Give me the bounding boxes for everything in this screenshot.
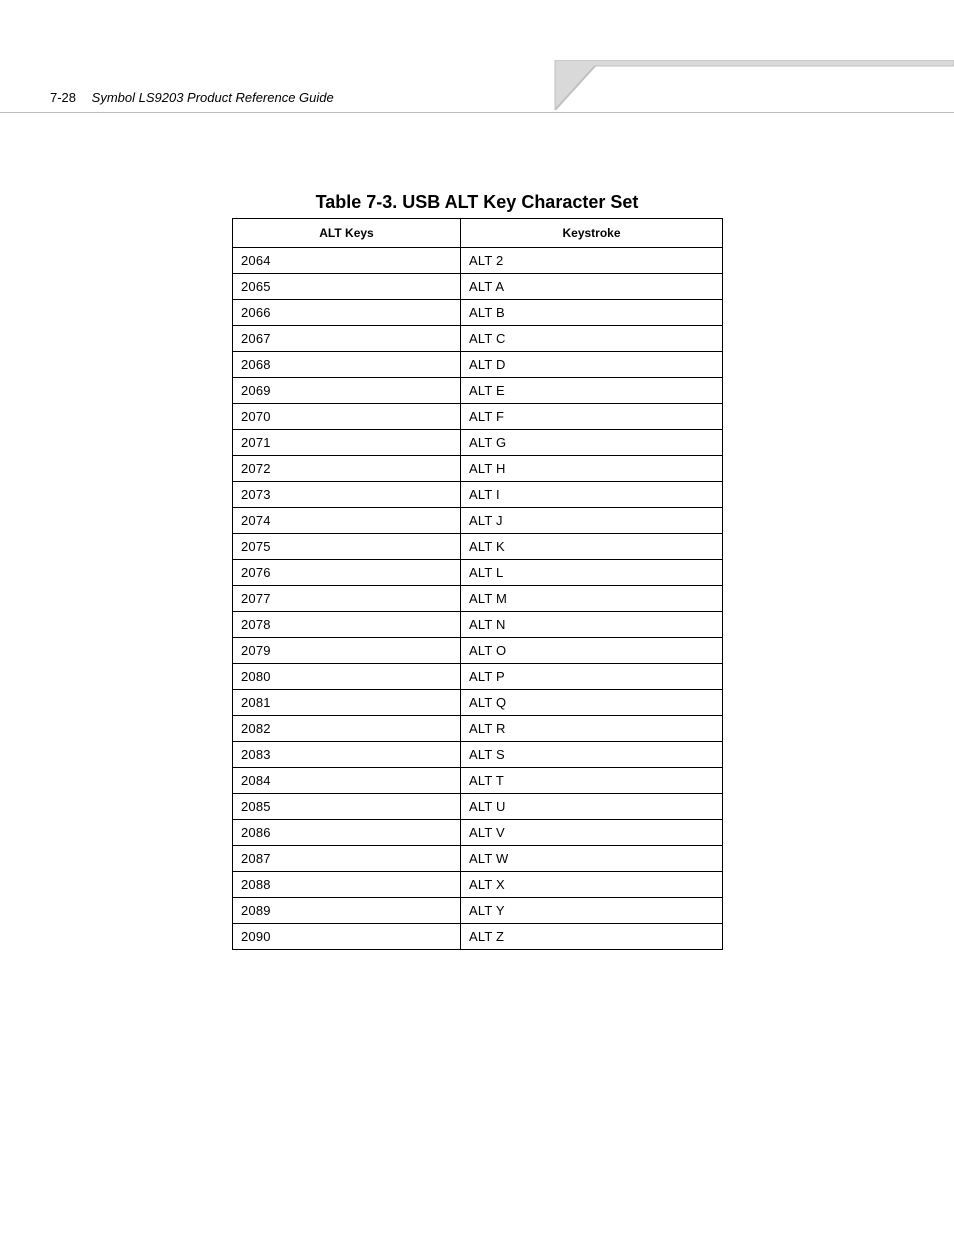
table-row: 2076ALT L <box>233 560 723 586</box>
alt-key-table: ALT Keys Keystroke 2064ALT 22065ALT A206… <box>232 218 723 950</box>
cell-keystroke: ALT K <box>461 534 723 560</box>
cell-altkey: 2065 <box>233 274 461 300</box>
table-row: 2084ALT T <box>233 768 723 794</box>
cell-altkey: 2064 <box>233 248 461 274</box>
table-row: 2073ALT I <box>233 482 723 508</box>
table-row: 2081ALT Q <box>233 690 723 716</box>
table-row: 2077ALT M <box>233 586 723 612</box>
table-row: 2072ALT H <box>233 456 723 482</box>
table-row: 2090ALT Z <box>233 924 723 950</box>
cell-altkey: 2068 <box>233 352 461 378</box>
table-row: 2064ALT 2 <box>233 248 723 274</box>
cell-keystroke: ALT V <box>461 820 723 846</box>
table-row: 2087ALT W <box>233 846 723 872</box>
table-row: 2071ALT G <box>233 430 723 456</box>
table-row: 2065ALT A <box>233 274 723 300</box>
cell-altkey: 2066 <box>233 300 461 326</box>
table-caption: Table 7-3. USB ALT Key Character Set <box>0 192 954 213</box>
table-row: 2075ALT K <box>233 534 723 560</box>
col-header-altkeys: ALT Keys <box>233 219 461 248</box>
cell-altkey: 2073 <box>233 482 461 508</box>
cell-altkey: 2071 <box>233 430 461 456</box>
cell-keystroke: ALT S <box>461 742 723 768</box>
cell-keystroke: ALT L <box>461 560 723 586</box>
cell-keystroke: ALT A <box>461 274 723 300</box>
cell-keystroke: ALT T <box>461 768 723 794</box>
cell-altkey: 2079 <box>233 638 461 664</box>
cell-altkey: 2086 <box>233 820 461 846</box>
cell-keystroke: ALT I <box>461 482 723 508</box>
cell-altkey: 2085 <box>233 794 461 820</box>
table-row: 2078ALT N <box>233 612 723 638</box>
cell-keystroke: ALT O <box>461 638 723 664</box>
cell-altkey: 2088 <box>233 872 461 898</box>
table-row: 2074ALT J <box>233 508 723 534</box>
cell-altkey: 2077 <box>233 586 461 612</box>
table-row: 2068ALT D <box>233 352 723 378</box>
cell-altkey: 2075 <box>233 534 461 560</box>
cell-altkey: 2082 <box>233 716 461 742</box>
col-header-keystroke: Keystroke <box>461 219 723 248</box>
cell-keystroke: ALT N <box>461 612 723 638</box>
doc-title: Symbol LS9203 Product Reference Guide <box>92 90 334 105</box>
cell-altkey: 2078 <box>233 612 461 638</box>
cell-keystroke: ALT U <box>461 794 723 820</box>
table-row: 2079ALT O <box>233 638 723 664</box>
cell-keystroke: ALT B <box>461 300 723 326</box>
cell-altkey: 2080 <box>233 664 461 690</box>
cell-keystroke: ALT W <box>461 846 723 872</box>
cell-keystroke: ALT E <box>461 378 723 404</box>
cell-altkey: 2090 <box>233 924 461 950</box>
table-row: 2088ALT X <box>233 872 723 898</box>
running-header: 7-28 Symbol LS9203 Product Reference Gui… <box>50 90 334 105</box>
table-row: 2070ALT F <box>233 404 723 430</box>
cell-keystroke: ALT Z <box>461 924 723 950</box>
cell-keystroke: ALT M <box>461 586 723 612</box>
cell-keystroke: ALT 2 <box>461 248 723 274</box>
cell-altkey: 2074 <box>233 508 461 534</box>
cell-altkey: 2081 <box>233 690 461 716</box>
header-rule <box>0 112 954 113</box>
table-row: 2082ALT R <box>233 716 723 742</box>
cell-altkey: 2087 <box>233 846 461 872</box>
cell-altkey: 2089 <box>233 898 461 924</box>
cell-keystroke: ALT Q <box>461 690 723 716</box>
cell-keystroke: ALT Y <box>461 898 723 924</box>
cell-altkey: 2067 <box>233 326 461 352</box>
cell-altkey: 2070 <box>233 404 461 430</box>
cell-keystroke: ALT D <box>461 352 723 378</box>
table-row: 2083ALT S <box>233 742 723 768</box>
table-row: 2085ALT U <box>233 794 723 820</box>
cell-keystroke: ALT G <box>461 430 723 456</box>
cell-keystroke: ALT J <box>461 508 723 534</box>
cell-keystroke: ALT C <box>461 326 723 352</box>
table-row: 2066ALT B <box>233 300 723 326</box>
cell-altkey: 2084 <box>233 768 461 794</box>
cell-altkey: 2083 <box>233 742 461 768</box>
page-number: 7-28 <box>50 90 76 105</box>
table-header-row: ALT Keys Keystroke <box>233 219 723 248</box>
table-row: 2086ALT V <box>233 820 723 846</box>
cell-keystroke: ALT P <box>461 664 723 690</box>
table-row: 2080ALT P <box>233 664 723 690</box>
table-row: 2067ALT C <box>233 326 723 352</box>
table-row: 2089ALT Y <box>233 898 723 924</box>
cell-keystroke: ALT X <box>461 872 723 898</box>
cell-keystroke: ALT F <box>461 404 723 430</box>
cell-keystroke: ALT R <box>461 716 723 742</box>
table-row: 2069ALT E <box>233 378 723 404</box>
cell-altkey: 2069 <box>233 378 461 404</box>
cell-keystroke: ALT H <box>461 456 723 482</box>
cell-altkey: 2076 <box>233 560 461 586</box>
cell-altkey: 2072 <box>233 456 461 482</box>
